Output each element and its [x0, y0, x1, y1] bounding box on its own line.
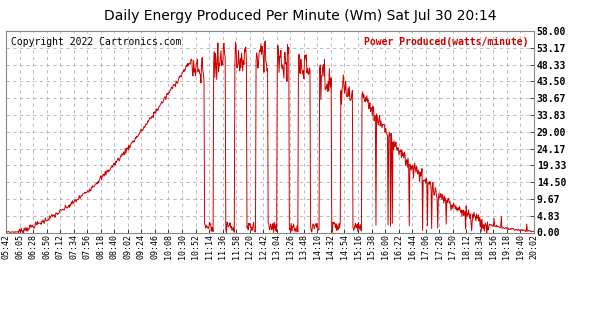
- Text: Copyright 2022 Cartronics.com: Copyright 2022 Cartronics.com: [11, 37, 182, 47]
- Text: Power Produced(watts/minute): Power Produced(watts/minute): [364, 37, 529, 47]
- Text: Daily Energy Produced Per Minute (Wm) Sat Jul 30 20:14: Daily Energy Produced Per Minute (Wm) Sa…: [104, 9, 496, 23]
